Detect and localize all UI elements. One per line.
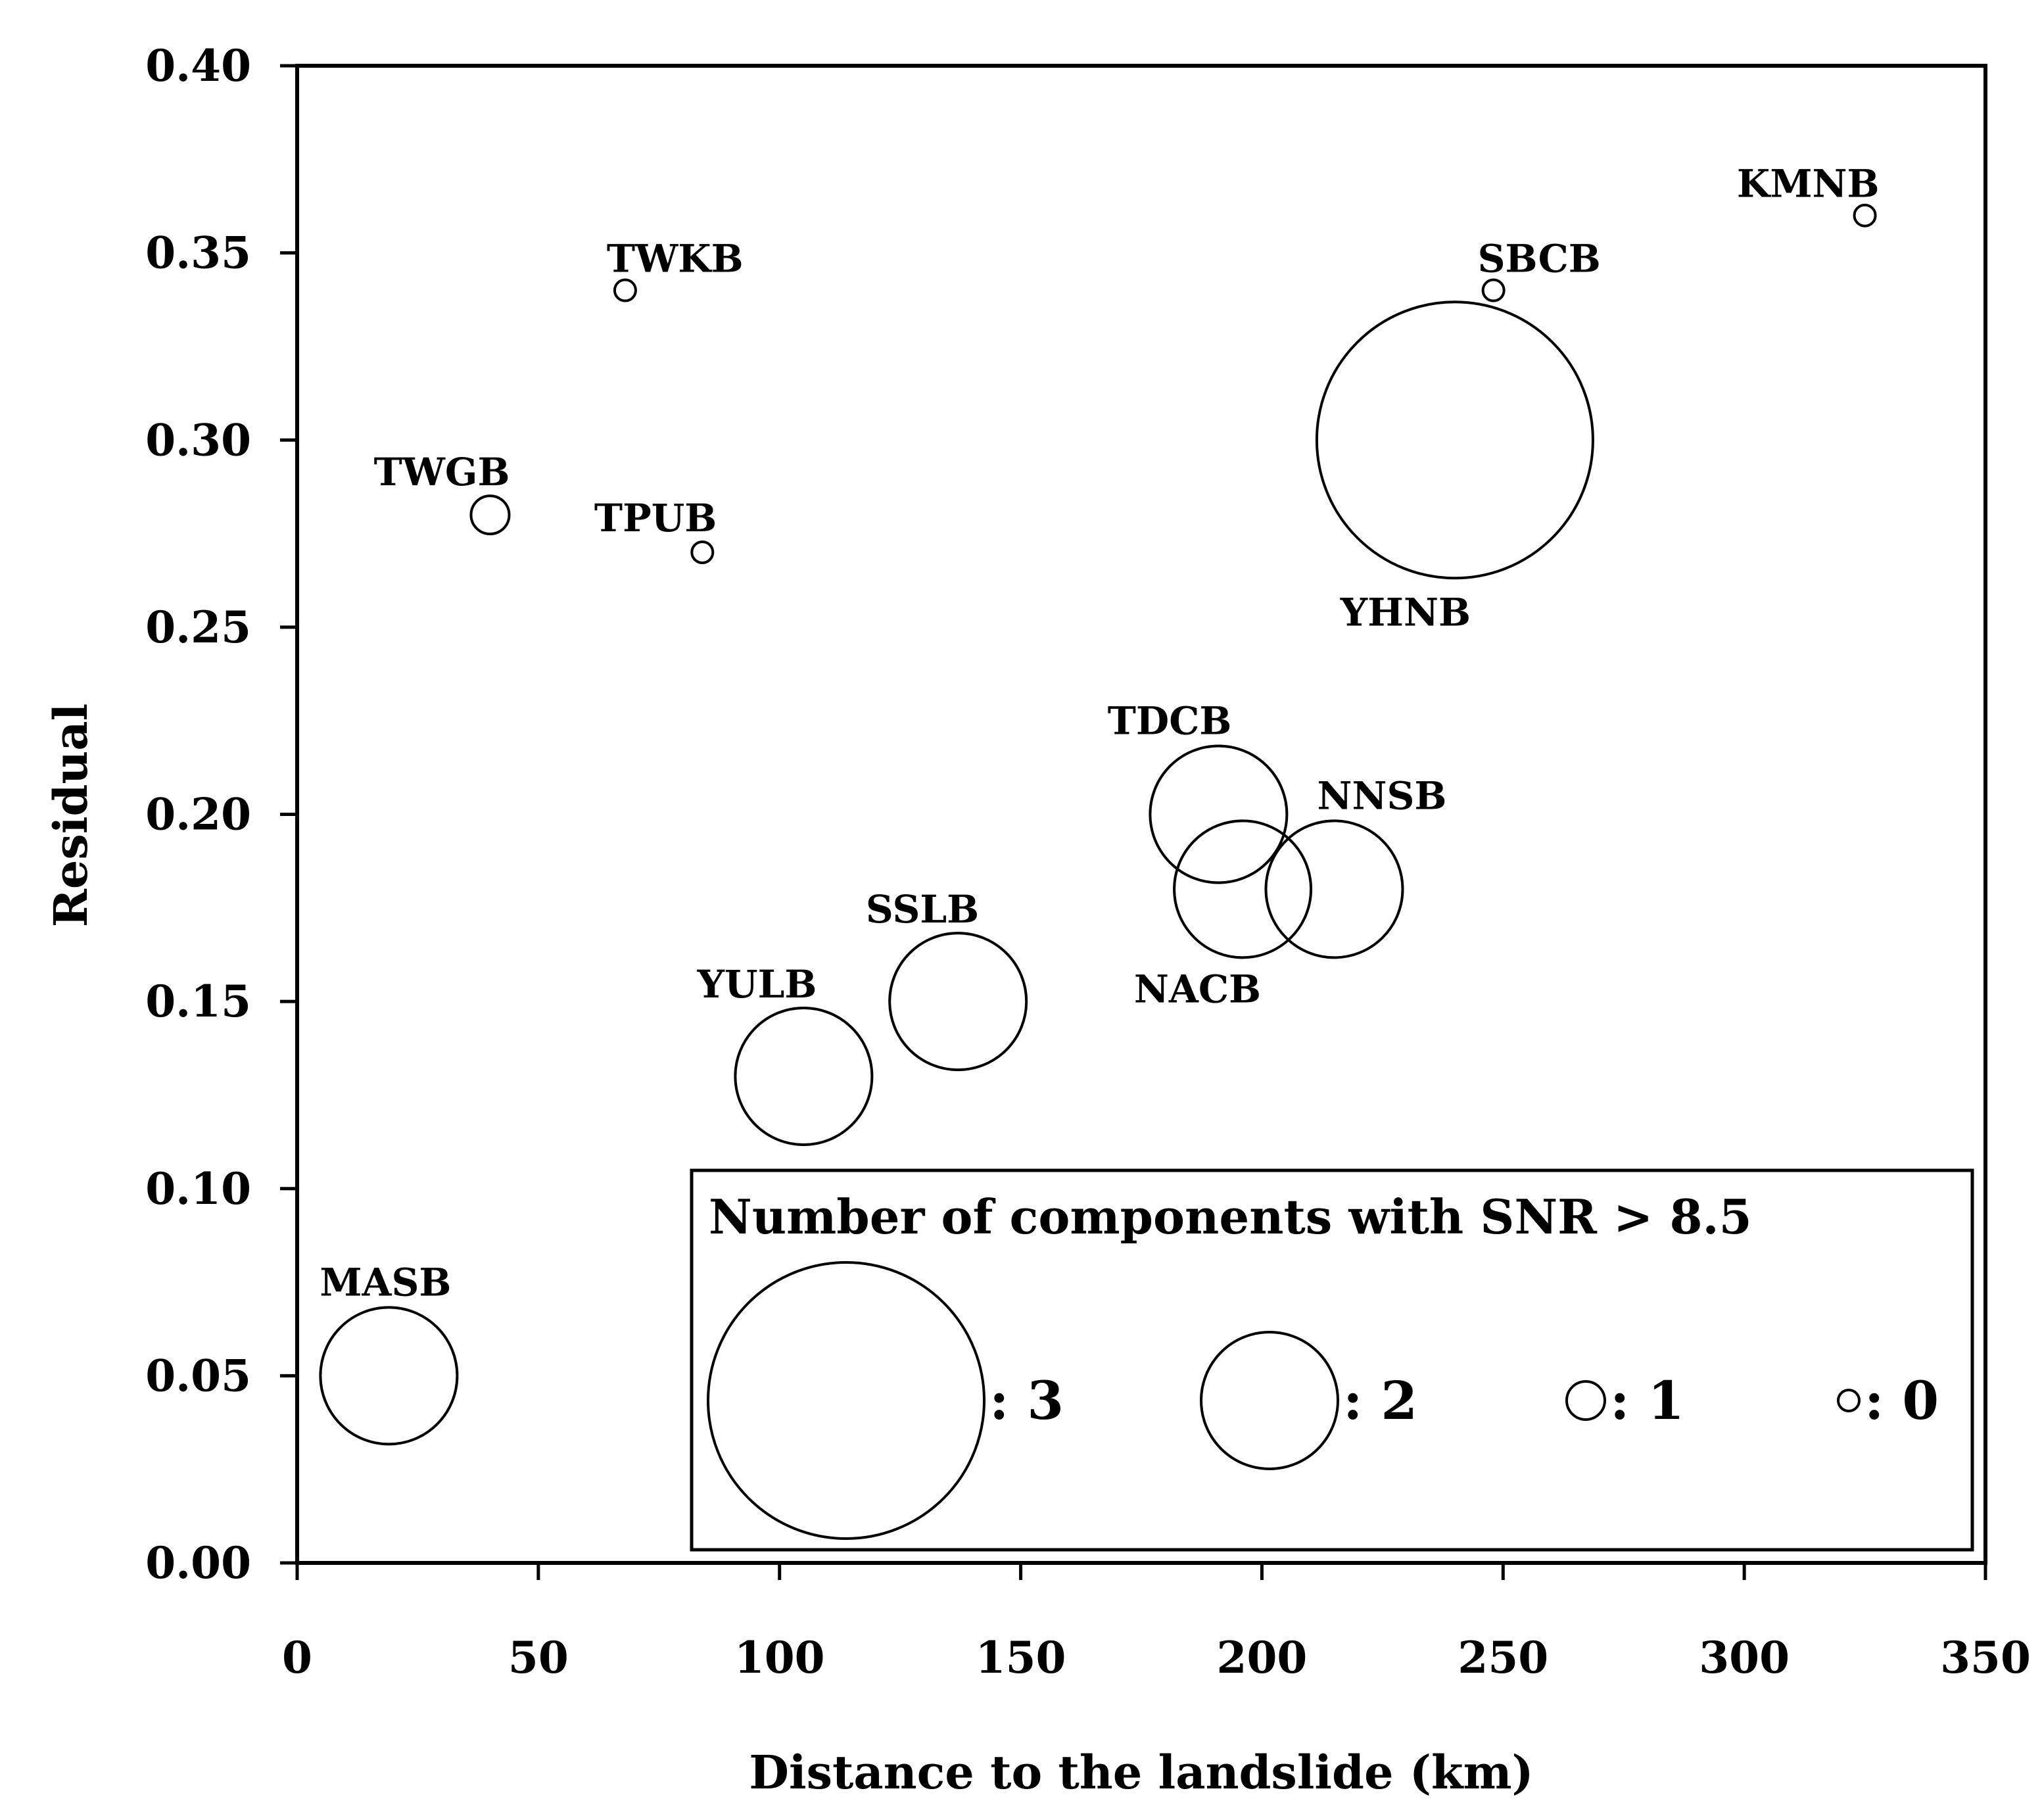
- x-tick-label: 300: [1699, 1632, 1790, 1683]
- bubble-kmnb: [1853, 203, 1877, 228]
- label-nnsb: NNSB: [1317, 773, 1446, 818]
- legend-bubble-1: [1565, 1380, 1606, 1421]
- x-tick-label: 50: [508, 1632, 569, 1683]
- y-tick-label: 0.30: [145, 414, 251, 466]
- y-tick-label: 0.35: [145, 228, 251, 279]
- label-sbcb: SBCB: [1478, 237, 1601, 281]
- legend-label-3: : 3: [989, 1370, 1064, 1431]
- y-tick-label: 0.10: [145, 1163, 251, 1214]
- x-tick-label: 100: [734, 1632, 825, 1683]
- legend-label-0: : 0: [1864, 1370, 1939, 1431]
- x-tick-label: 350: [1940, 1632, 2031, 1683]
- legend-title: Number of components with SNR > 8.5: [709, 1189, 1752, 1245]
- bubble-yulb: [734, 1006, 874, 1146]
- legend-box: [690, 1168, 1974, 1552]
- legend-label-2: : 2: [1343, 1370, 1417, 1431]
- label-tpub: TPUB: [594, 496, 717, 540]
- x-axis-title: Distance to the landslide (km): [749, 1745, 1533, 1800]
- bubble-yhnb: [1315, 300, 1594, 580]
- legend-bubble-0: [1837, 1389, 1861, 1412]
- plot-frame: [295, 64, 1987, 1565]
- label-masb: MASB: [320, 1260, 451, 1305]
- label-kmnb: KMNB: [1737, 162, 1880, 206]
- y-tick-label: 0.20: [145, 789, 251, 840]
- y-tick-label: 0.00: [145, 1537, 251, 1589]
- label-sslb: SSLB: [866, 887, 979, 932]
- y-tick-label: 0.25: [145, 602, 251, 653]
- x-tick-label: 250: [1458, 1632, 1548, 1683]
- data-labels: MASB TWGB TWKB TPUB YULB SSLB TDCB NACB NNSB YHNB…: [320, 162, 1879, 1305]
- x-tick-label: 150: [976, 1632, 1066, 1683]
- x-tick-label: 0: [282, 1632, 312, 1683]
- y-tick-label: 0.05: [145, 1350, 251, 1401]
- x-tick-label: 200: [1217, 1632, 1308, 1683]
- y-axis-title: Residual: [43, 704, 98, 928]
- label-nacb: NACB: [1134, 967, 1261, 1011]
- bubble-sslb: [888, 932, 1028, 1072]
- bubble-masb: [319, 1306, 459, 1446]
- legend: Number of components with SNR > 8.5 : 3:…: [690, 1168, 1974, 1552]
- y-tick-label: 0.15: [145, 976, 251, 1027]
- label-tdcb: TDCB: [1108, 699, 1232, 744]
- y-axis: 0.00 0.05 0.10 0.15 0.20 0.25 0.30 0.35 0.40: [145, 40, 297, 1589]
- bubble-nnsb: [1264, 819, 1404, 959]
- bubble-tpub: [690, 540, 715, 565]
- label-yulb: YULB: [697, 962, 817, 1007]
- label-yhnb: YHNB: [1340, 590, 1471, 635]
- bubble-nacb: [1173, 819, 1313, 959]
- data-series: [319, 203, 1877, 1446]
- bubble-tdcb: [1149, 744, 1289, 884]
- legend-bubble-3: [707, 1261, 985, 1540]
- label-twkb: TWKB: [607, 237, 744, 281]
- y-tick-label: 0.40: [145, 40, 251, 91]
- x-axis: 0 50 100 150 200 250 300 350: [282, 1563, 2031, 1683]
- legend-label-1: : 1: [1610, 1370, 1684, 1431]
- legend-entries: : 3 : 2 : 1 : 0: [707, 1261, 1939, 1540]
- bubble-twkb: [613, 278, 637, 302]
- bubble-twgb: [469, 494, 511, 536]
- legend-bubble-2: [1200, 1331, 1339, 1470]
- bubble-sbcb: [1481, 278, 1506, 302]
- label-twgb: TWGB: [374, 450, 510, 494]
